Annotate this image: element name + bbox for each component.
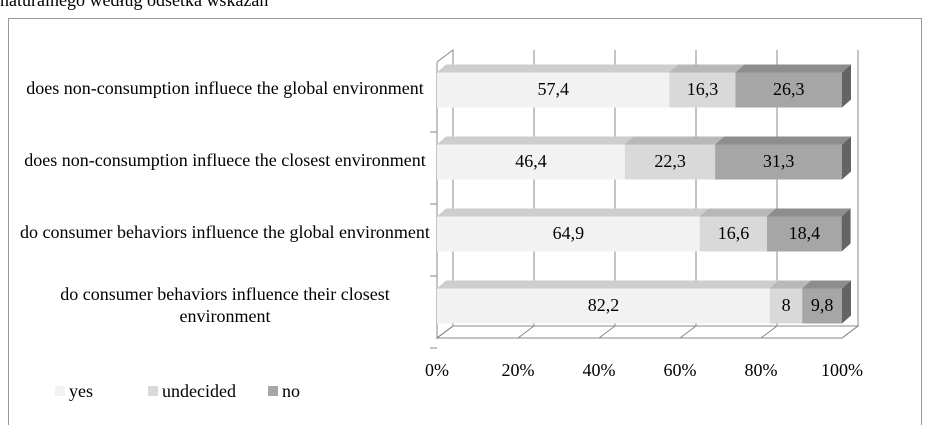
legend-swatch: [148, 386, 158, 396]
x-tick-label: 80%: [745, 360, 778, 380]
x-tick-label: 60%: [664, 360, 697, 380]
bar-top: [669, 64, 745, 73]
legend-swatch: [55, 386, 65, 396]
y-tick-label: do consumer behaviors influence the glob…: [20, 222, 430, 242]
data-label: 16,3: [687, 79, 719, 99]
x-tick-label: 20%: [502, 360, 535, 380]
bar-top: [437, 280, 779, 289]
bar: [437, 144, 625, 180]
data-label: 64,9: [553, 223, 585, 243]
bar-top: [767, 208, 851, 217]
y-tick-label: does non-consumption influece the closes…: [24, 150, 425, 170]
bar-segment: [735, 64, 851, 108]
bar-top: [437, 208, 709, 217]
data-label: 8: [782, 295, 791, 315]
bar: [669, 72, 736, 108]
bar-top: [735, 64, 851, 73]
bar-segment: [699, 208, 777, 252]
bar: [802, 288, 842, 324]
bar: [769, 288, 803, 324]
bar-top: [802, 280, 851, 289]
data-label: 46,4: [515, 151, 547, 171]
bar-side: [841, 208, 851, 252]
bar: [624, 144, 716, 180]
bar-segment: [767, 208, 851, 252]
x-tick: [517, 325, 535, 339]
bar-side: [842, 136, 851, 180]
x-tick: [841, 325, 859, 339]
x-tick-label: 100%: [821, 360, 863, 380]
legend-swatch: [268, 386, 278, 396]
bar-segment: [437, 136, 634, 180]
bar-top: [437, 136, 634, 145]
bar-top: [437, 64, 679, 73]
data-label: 16,6: [718, 223, 750, 243]
data-label: 31,3: [763, 151, 795, 171]
bar-side: [842, 280, 851, 324]
bar: [699, 216, 768, 252]
bar-segment: [437, 208, 709, 252]
bar-segment: [715, 136, 851, 180]
x-tick: [760, 325, 778, 339]
x-tick-label: 0%: [425, 360, 449, 380]
x-tick: [679, 325, 697, 339]
data-label: 82,2: [588, 295, 620, 315]
bar: [735, 72, 842, 108]
x-tick: [436, 325, 454, 339]
legend-label: no: [282, 381, 300, 401]
chart-frame: [8, 18, 922, 425]
bar: [437, 72, 670, 108]
x-tick-label: 40%: [583, 360, 616, 380]
chart-title: naturalnego według odsetka wskazań: [0, 0, 268, 10]
bar-segment: [437, 280, 779, 324]
bar: [437, 216, 700, 252]
bar-segment: [802, 280, 851, 324]
y-tick-label: does non-consumption influece the global…: [26, 78, 423, 98]
legend-label: yes: [69, 381, 93, 401]
x-tick: [598, 325, 616, 339]
bar: [767, 216, 842, 252]
bar-top: [624, 136, 725, 145]
bar: [437, 288, 770, 324]
floor: [435, 325, 860, 339]
legend-label: undecided: [162, 381, 236, 401]
bar: [715, 144, 842, 180]
data-label: 26,3: [773, 79, 805, 99]
y-tick-label: do consumer behaviors influence their cl…: [60, 284, 389, 326]
data-label: 18,4: [789, 223, 821, 243]
data-label: 22,3: [654, 151, 686, 171]
bar-side: [842, 64, 851, 108]
data-label: 9,8: [811, 295, 834, 315]
bar-top: [769, 280, 812, 289]
bar-top: [715, 136, 851, 145]
data-label: 57,4: [537, 79, 569, 99]
bar-top: [699, 208, 777, 217]
